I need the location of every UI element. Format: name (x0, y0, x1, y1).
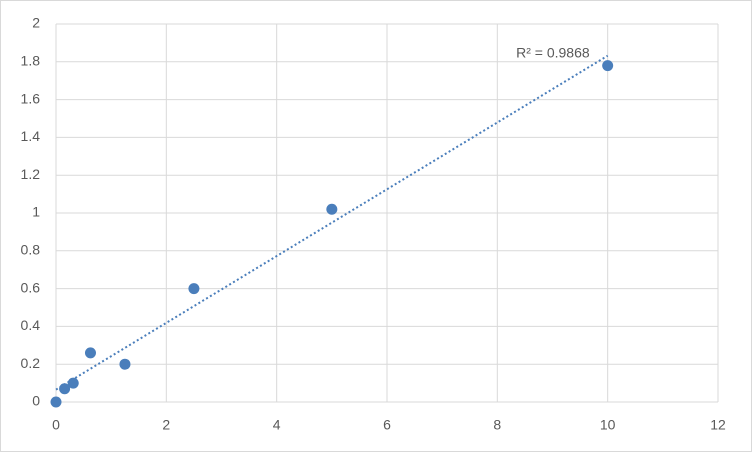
x-tick-label: 12 (710, 417, 726, 433)
y-tick-label: 2 (32, 15, 40, 31)
point (326, 203, 338, 215)
y-tick-label: 0.8 (21, 242, 41, 258)
point (84, 347, 96, 359)
x-tick-label: 0 (52, 417, 60, 433)
y-tick-label: 0.4 (21, 317, 41, 333)
point (59, 383, 71, 395)
y-tick-label: 1.4 (21, 128, 41, 144)
x-tick-label: 10 (600, 417, 616, 433)
y-tick-label: 1.8 (21, 53, 41, 69)
x-tick-label: 4 (273, 417, 281, 433)
x-tick-label: 6 (383, 417, 391, 433)
trendline (55, 54, 609, 391)
y-tick-label: 0 (32, 393, 40, 409)
y-tick-label: 0.6 (21, 279, 41, 295)
y-tick-label: 1.6 (21, 90, 41, 106)
y-tick-label: 1 (32, 204, 40, 220)
point (50, 396, 62, 408)
x-tick-label: 2 (162, 417, 170, 433)
y-tick-label: 1.2 (21, 166, 41, 182)
point (602, 60, 614, 72)
x-tick-label: 8 (493, 417, 501, 433)
point (119, 358, 131, 370)
y-tick-label: 0.2 (21, 355, 41, 371)
point (67, 377, 79, 389)
annotation: R² = 0.9868 (516, 44, 590, 60)
point (188, 283, 200, 295)
